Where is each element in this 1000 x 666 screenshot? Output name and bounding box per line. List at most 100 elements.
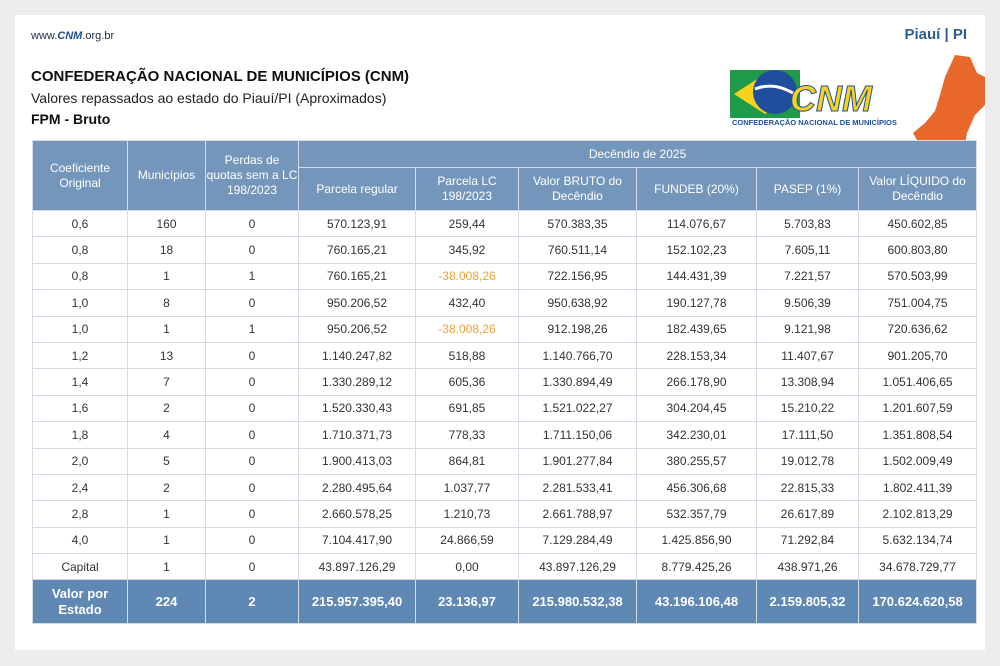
column-header: Parcela regular (298, 167, 416, 211)
table-cell: 864,81 (415, 447, 519, 475)
table-cell: 1.140.766,70 (518, 341, 637, 370)
table-cell: 2,4 (32, 473, 128, 502)
table-cell: 950.206,52 (298, 315, 416, 343)
table-cell: 22.815,33 (756, 473, 859, 502)
title: CONFEDERAÇÃO NACIONAL DE MUNICÍPIOS (CNM… (31, 68, 410, 85)
table-cell: 751.004,75 (857, 289, 978, 317)
column-header: Valor LÍQUIDO do Decêndio (857, 167, 978, 211)
total-cell: 2 (205, 579, 299, 625)
table-cell: 1.037,77 (415, 473, 519, 502)
flag-band (754, 84, 797, 97)
table-cell: 532.357,79 (636, 500, 757, 528)
table-row: 0,6 160 0 570.123,91 259,44 570.383,35 114.076… (32, 209, 978, 238)
table-cell: 570.123,91 (298, 209, 416, 238)
table-cell: 0,8 (32, 262, 128, 291)
table-cell: 438.971,26 (756, 553, 859, 581)
table-cell: 2 (127, 473, 206, 502)
table-cell: 0 (205, 394, 299, 423)
table-row: Capital 1 0 43.897.126,29 0,00 43.897.126,29 8… (32, 553, 978, 581)
column-header: Valor BRUTO do Decêndio (518, 167, 637, 211)
table-cell: 901.205,70 (857, 341, 978, 370)
total-cell: Valor por Estado (32, 579, 128, 625)
column-header: Coeficiente Original (32, 140, 128, 211)
table-cell: 1.351.808,54 (857, 421, 978, 449)
table-cell: 1,0 (32, 315, 128, 343)
table-cell: 304.204,45 (636, 394, 757, 423)
table-cell: 778,33 (415, 421, 519, 449)
table-cell: 1.520.330,43 (298, 394, 416, 423)
table-cell: 1.425.856,90 (636, 526, 757, 555)
table-cell: 160 (127, 209, 206, 238)
table-cell: 8.779.425,26 (636, 553, 757, 581)
table-cell: 0 (205, 209, 299, 238)
table-cell: 13.308,94 (756, 368, 859, 396)
table-cell: 7.605,11 (756, 236, 859, 264)
table-cell: 190.127,78 (636, 289, 757, 317)
table-cell: 2.102.813,29 (857, 500, 978, 528)
total-cell: 224 (127, 579, 206, 625)
table-cell: 152.102,23 (636, 236, 757, 264)
table-cell: 1.051.406,65 (857, 368, 978, 396)
table-cell: 4,0 (32, 526, 128, 555)
table-cell: 182.439,65 (636, 315, 757, 343)
site-suffix: .org.br (82, 30, 115, 42)
table-cell: 5.632.134,74 (857, 526, 978, 555)
table-cell: -38.008,26 (415, 262, 519, 291)
table-cell: 13 (127, 341, 206, 370)
table-cell: 1,0 (32, 289, 128, 317)
table-cell: 570.383,35 (518, 209, 637, 238)
table-row: 2,0 5 0 1.900.413,03 864,81 1.901.277,84 380.2… (32, 447, 978, 475)
table-cell: 1.802.411,39 (857, 473, 978, 502)
table-cell: 5 (127, 447, 206, 475)
table-cell: 0 (205, 341, 299, 370)
table-row: 1,6 2 0 1.520.330,43 691,85 1.521.022,27 304.2… (32, 394, 978, 423)
table-cell: 1.502.009,49 (857, 447, 978, 475)
table-cell: 691,85 (415, 394, 519, 423)
table-cell: 450.602,85 (857, 209, 978, 238)
table-cell: 15.210,22 (756, 394, 859, 423)
table-cell: 0 (205, 289, 299, 317)
table-cell: 2 (127, 394, 206, 423)
logo-name: CNM (790, 78, 873, 119)
state-map (913, 55, 985, 161)
table-cell: 1.521.022,27 (518, 394, 637, 423)
total-cell: 215.957.395,40 (298, 579, 416, 625)
table-cell: 8 (127, 289, 206, 317)
table-cell: 720.636,62 (857, 315, 978, 343)
table-cell: 4 (127, 421, 206, 449)
table-cell: 7 (127, 368, 206, 396)
table-cell: 2.661.788,97 (518, 500, 637, 528)
table-cell: 1 (127, 262, 206, 291)
table-cell: 600.803,80 (857, 236, 978, 264)
table-cell: 1.210,73 (415, 500, 519, 528)
table-row: 1,8 4 0 1.710.371,73 778,33 1.711.150,06 342.2… (32, 421, 978, 449)
data-table: Coeficiente Original Municípios Perdas d… (32, 140, 978, 625)
subtitle: Valores repassados ao estado do Piauí/PI… (31, 90, 387, 106)
table-cell: 26.617,89 (756, 500, 859, 528)
column-header: Perdas de quotas sem a LC 198/2023 (205, 140, 299, 211)
table-cell: 605,36 (415, 368, 519, 396)
total-row: Valor por Estado 224 2 215.957.395,40 23.136… (32, 579, 978, 625)
site-brand: CNM (57, 30, 83, 42)
table-cell: 1 (127, 315, 206, 343)
logo-tagline: CONFEDERAÇÃO NACIONAL DE MUNICÍPIOS (732, 118, 897, 127)
table-cell: 1,8 (32, 421, 128, 449)
table-cell: 432,40 (415, 289, 519, 317)
table-cell: 0 (205, 553, 299, 581)
table-cell: 5.703,83 (756, 209, 859, 238)
table-cell: 950.206,52 (298, 289, 416, 317)
site-url: www.CNM.org.br (31, 30, 114, 42)
table-cell: 1.901.277,84 (518, 447, 637, 475)
table-cell: 0 (205, 421, 299, 449)
table-cell: 1 (127, 553, 206, 581)
total-cell: 170.624.620,58 (857, 579, 978, 625)
table-cell: 1,6 (32, 394, 128, 423)
total-cell: 2.159.805,32 (756, 579, 859, 625)
table-cell: 1,4 (32, 368, 128, 396)
table-cell: 342.230,01 (636, 421, 757, 449)
table-cell: 266.178,90 (636, 368, 757, 396)
table-cell: 144.431,39 (636, 262, 757, 291)
table-cell: 9.121,98 (756, 315, 859, 343)
table-cell: 2.280.495,64 (298, 473, 416, 502)
decorations: CNM CONFEDERAÇÃO NACIONAL DE MUNICÍPIOS (730, 55, 985, 161)
